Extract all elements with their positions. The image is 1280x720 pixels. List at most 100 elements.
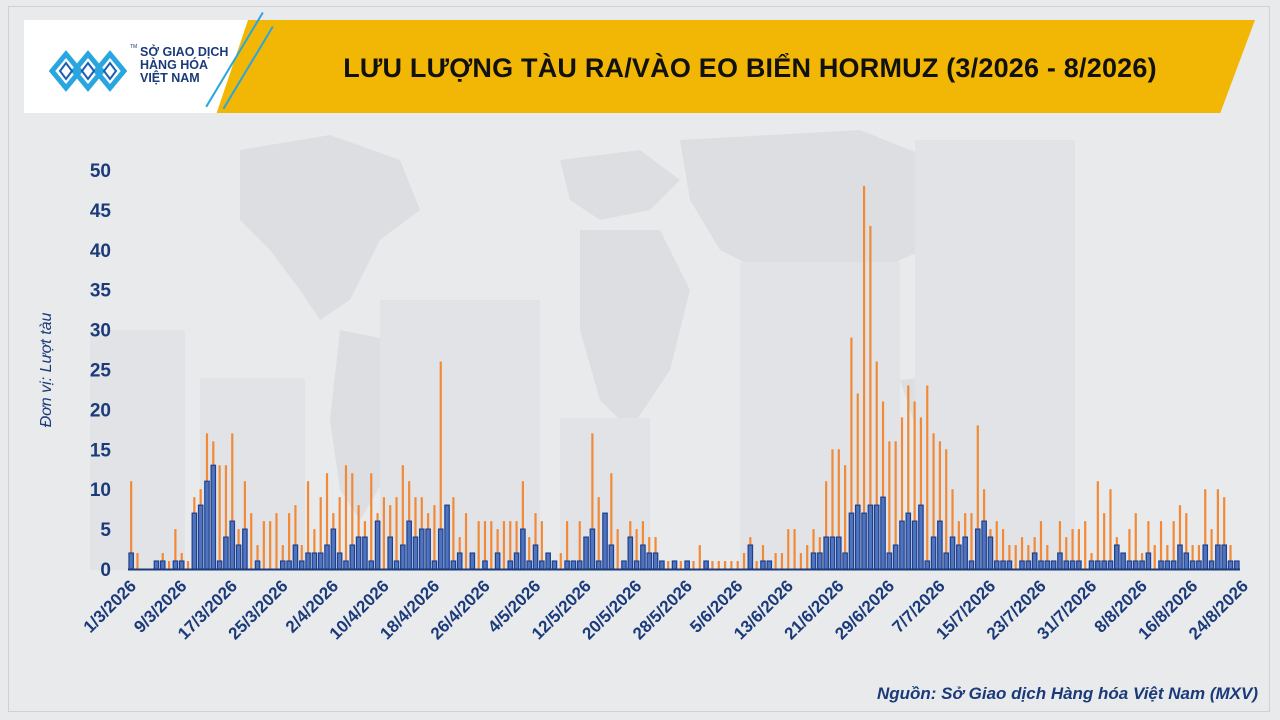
orange-bar <box>231 433 234 569</box>
blue-bar <box>520 528 526 570</box>
blue-bar <box>886 552 893 570</box>
orange-bar <box>1159 521 1163 569</box>
blue-bar <box>583 536 589 570</box>
blue-bar <box>1177 544 1183 570</box>
x-tick-label: 1/3/2026 <box>80 576 140 636</box>
blue-bar <box>210 464 217 570</box>
blue-bar <box>981 520 987 570</box>
orange-bar <box>528 537 531 569</box>
orange-bar <box>1008 545 1011 569</box>
blue-bar <box>1088 560 1095 570</box>
orange-bar <box>717 561 720 569</box>
blue-bar <box>178 560 185 570</box>
blue-bar <box>494 552 501 570</box>
orange-bar <box>869 225 872 570</box>
blue-bar <box>911 520 918 570</box>
blue-bar <box>412 536 419 570</box>
orange-bar <box>799 553 802 569</box>
orange-bar <box>723 561 727 569</box>
blue-bar <box>349 544 356 570</box>
orange-bar <box>831 449 834 569</box>
blue-bar <box>671 560 678 570</box>
blue-bar <box>279 560 286 570</box>
blue-bar <box>918 504 924 570</box>
blue-bar <box>1044 560 1051 570</box>
blue-bar <box>684 560 690 570</box>
blue-bar <box>576 560 583 570</box>
orange-bar <box>502 521 506 569</box>
y-tick-label: 10 <box>90 480 111 501</box>
blue-bar <box>1132 560 1139 570</box>
orange-bar <box>294 505 297 569</box>
orange-bar <box>761 545 765 569</box>
blue-bar <box>956 544 962 570</box>
orange-bar <box>692 561 695 569</box>
blue-bar <box>1170 560 1177 570</box>
blue-bar <box>1107 560 1114 570</box>
blue-bar <box>1126 560 1133 570</box>
orange-bar <box>433 505 436 569</box>
orange-bar <box>932 433 935 569</box>
orange-bar <box>755 561 758 569</box>
orange-bar <box>888 441 891 569</box>
orange-bar <box>218 465 221 569</box>
blue-bar <box>532 544 539 570</box>
y-tick-label: 25 <box>90 361 112 382</box>
orange-bar <box>1103 513 1106 569</box>
orange-bar <box>787 529 790 569</box>
blue-bar <box>374 520 381 570</box>
blue-bar <box>640 544 646 570</box>
blue-bar <box>747 544 754 570</box>
blue-bar <box>987 536 994 570</box>
orange-bar <box>995 521 998 569</box>
orange-bar <box>610 473 613 569</box>
orange-bar <box>313 529 316 569</box>
blue-bar <box>993 560 1000 570</box>
blue-bar <box>242 528 248 570</box>
blue-bar <box>608 544 615 570</box>
orange-bar <box>477 521 480 569</box>
blue-bar <box>1101 560 1107 570</box>
orange-bar <box>281 545 284 569</box>
blue-bar <box>627 536 634 570</box>
blue-bar <box>469 552 476 570</box>
orange-bar <box>1109 489 1112 569</box>
orange-bar <box>812 529 815 569</box>
orange-bar <box>919 417 923 569</box>
blue-bar <box>924 560 931 570</box>
y-axis-label-box: Đơn vị: Lượt tàu <box>34 290 58 450</box>
orange-bar <box>401 465 404 569</box>
blue-bar <box>1050 560 1057 570</box>
blue-bar <box>703 560 709 570</box>
orange-bar <box>136 553 139 569</box>
blue-bar <box>835 536 842 570</box>
orange-bar <box>711 561 714 569</box>
orange-bar <box>1185 513 1188 569</box>
orange-bar <box>1065 537 1068 569</box>
orange-bar <box>566 521 569 569</box>
orange-bar <box>1153 545 1156 569</box>
orange-bar <box>825 481 828 569</box>
blue-bar <box>1196 560 1202 570</box>
mxv-logo-icon <box>48 50 128 92</box>
chart-title: LƯU LƯỢNG TÀU RA/VÀO EO BIỂN HORMUZ (3/2… <box>343 53 1157 83</box>
y-axis-label: Đơn vị: Lượt tàu <box>38 312 55 427</box>
orange-bar <box>540 521 543 569</box>
blue-bar <box>766 560 773 570</box>
blue-bar <box>1000 560 1006 570</box>
blue-bar <box>595 560 602 570</box>
blue-bar <box>292 544 299 570</box>
blue-bar <box>254 560 261 570</box>
blue-bar <box>305 552 311 570</box>
blue-bar <box>355 536 362 570</box>
blue-bar <box>943 552 950 570</box>
orange-bar <box>926 385 929 569</box>
orange-bar <box>521 481 524 569</box>
orange-bar <box>850 337 853 569</box>
blue-bar <box>873 504 880 570</box>
orange-bar <box>793 529 796 569</box>
orange-bar <box>262 521 265 569</box>
orange-bar <box>667 561 670 569</box>
